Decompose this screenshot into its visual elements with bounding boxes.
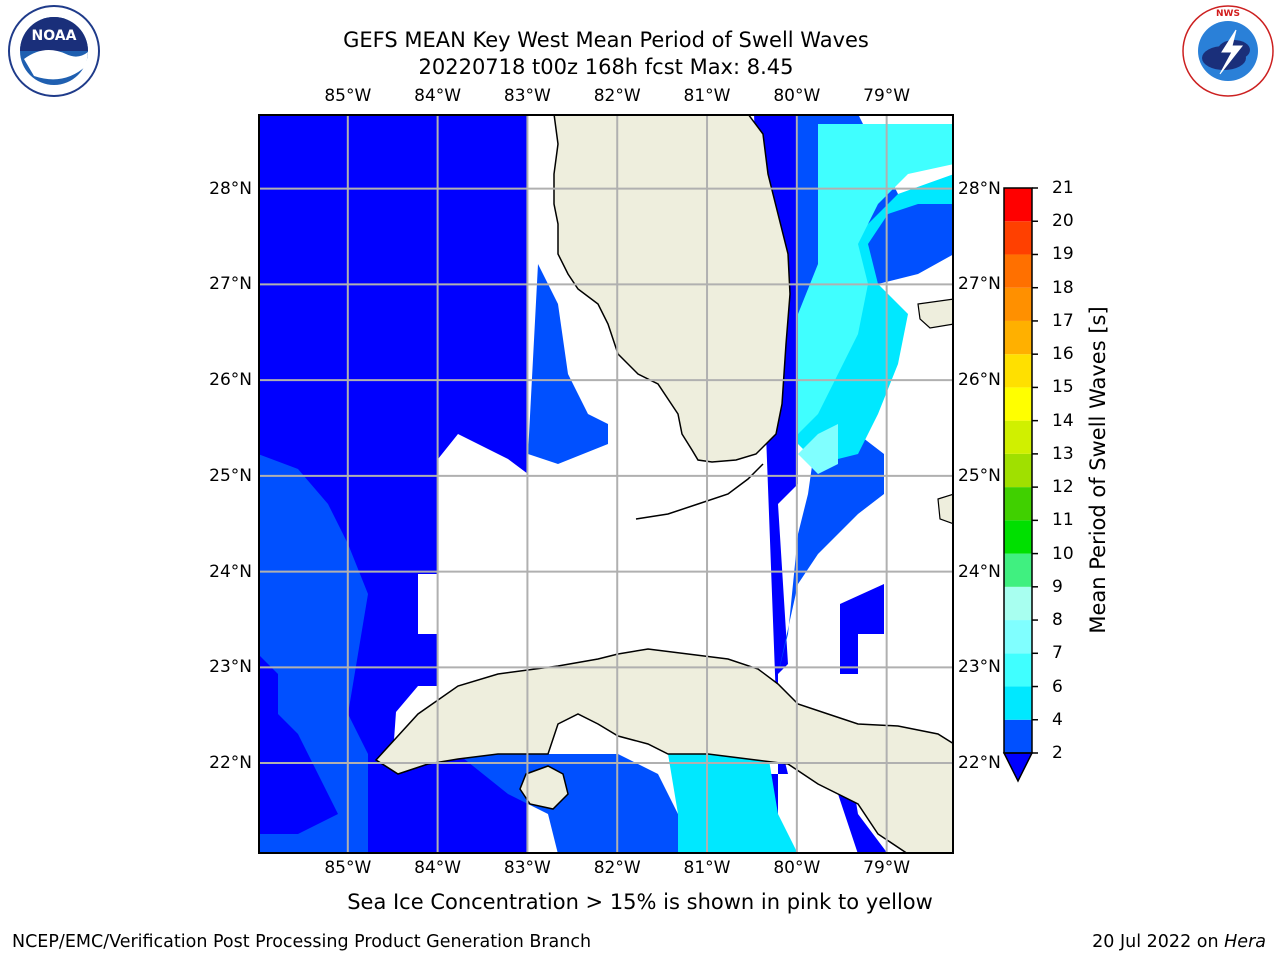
lon-tick-top: 83°W xyxy=(503,86,551,106)
colorbar-segment xyxy=(1004,420,1032,454)
colorbar-segment xyxy=(1004,453,1032,488)
lon-tick-bottom: 80°W xyxy=(773,858,821,878)
footer-date: 20 Jul 2022 on Hera xyxy=(1092,932,1266,952)
colorbar-tick-label: 20 xyxy=(1052,211,1074,232)
map-panel xyxy=(258,114,954,854)
sea-ice-note: Sea Ice Concentration > 15% is shown in … xyxy=(347,890,933,914)
lon-tick-bottom: 79°W xyxy=(863,858,911,878)
land xyxy=(374,114,954,854)
colorbar-tick-label: 2 xyxy=(1052,743,1063,763)
lat-tick-left: 27°N xyxy=(209,274,252,295)
lat-tick-left: 24°N xyxy=(209,561,252,582)
lat-tick-left: 26°N xyxy=(209,370,252,391)
colorbar-tick-label: 6 xyxy=(1052,676,1063,697)
colorbar-segment xyxy=(1004,354,1032,388)
lat-tick-right: 26°N xyxy=(958,370,1001,391)
colorbar-segment xyxy=(1004,287,1032,321)
colorbar-segment xyxy=(1004,254,1032,288)
cuba-landmass xyxy=(374,648,954,854)
colorbar-tick-label: 9 xyxy=(1052,576,1063,597)
colorbar-tick-label: 12 xyxy=(1052,477,1074,498)
lat-tick-right: 24°N xyxy=(958,561,1001,582)
lon-tick-bottom: 81°W xyxy=(683,858,731,878)
lat-tick-left: 28°N xyxy=(209,178,252,199)
colorbar-segment xyxy=(1004,719,1032,753)
colorbar-tick-label: 8 xyxy=(1052,610,1063,631)
colorbar-tick-label: 13 xyxy=(1052,443,1074,464)
colorbar-tick-label: 7 xyxy=(1052,643,1063,664)
lat-tick-right: 27°N xyxy=(958,274,1001,295)
svg-text:NWS: NWS xyxy=(1216,9,1240,19)
colorbar-tick-label: 18 xyxy=(1052,277,1074,298)
lat-tick-left: 25°N xyxy=(209,465,252,486)
colorbar-segment xyxy=(1004,320,1032,355)
colorbar-tick-label: 15 xyxy=(1052,377,1074,398)
noaa-logo: NOAA xyxy=(8,5,100,97)
lat-tick-left: 23°N xyxy=(209,657,252,678)
lon-tick-top: 82°W xyxy=(593,86,641,106)
colorbar-segment xyxy=(1004,620,1032,654)
footer-host: Hera xyxy=(1224,932,1266,952)
florida-landmass xyxy=(553,114,791,463)
lon-tick-top: 85°W xyxy=(324,86,372,106)
lat-tick-right: 22°N xyxy=(958,753,1001,774)
colorbar-tick-label: 11 xyxy=(1052,510,1074,531)
colorbar-segment xyxy=(1004,586,1032,621)
colorbar-tick-label: 19 xyxy=(1052,244,1074,265)
chart-title: GEFS MEAN Key West Mean Period of Swell … xyxy=(343,28,869,52)
lat-tick-left: 22°N xyxy=(209,753,252,774)
colorbar-segment xyxy=(1004,653,1032,687)
colorbar-tick-label: 16 xyxy=(1052,344,1074,365)
noaa-logo-text: NOAA xyxy=(32,28,77,44)
lon-tick-bottom: 83°W xyxy=(503,858,551,878)
bahamas-south xyxy=(937,493,954,525)
lon-tick-top: 79°W xyxy=(863,86,911,106)
lon-tick-top: 80°W xyxy=(773,86,821,106)
colorbar-segment xyxy=(1004,221,1032,255)
colorbar xyxy=(1002,187,1038,783)
colorbar-segment xyxy=(1004,686,1032,720)
colorbar-tick-label: 4 xyxy=(1052,709,1063,730)
lon-tick-top: 81°W xyxy=(683,86,731,106)
bahamas-andros xyxy=(917,298,954,329)
colorbar-segment xyxy=(1004,188,1032,222)
colorbar-segment xyxy=(1004,487,1032,521)
isla-juventud xyxy=(519,765,569,810)
chart-subtitle: 20220718 t00z 168h fcst Max: 8.45 xyxy=(418,55,794,79)
colorbar-segment xyxy=(1004,387,1032,421)
nws-logo: NWS xyxy=(1182,5,1274,97)
colorbar-label: Mean Period of Swell Waves [s] xyxy=(1086,306,1110,634)
colorbar-tick-label: 14 xyxy=(1052,410,1074,431)
colorbar-tick-label: 21 xyxy=(1052,178,1074,198)
lon-tick-bottom: 84°W xyxy=(414,858,462,878)
footer-date-text: 20 Jul 2022 on xyxy=(1092,932,1219,952)
lat-tick-right: 23°N xyxy=(958,657,1001,678)
lon-tick-top: 84°W xyxy=(414,86,462,106)
colorbar-tick-label: 17 xyxy=(1052,310,1074,331)
colorbar-tick-label: 10 xyxy=(1052,543,1074,564)
lat-tick-right: 25°N xyxy=(958,465,1001,486)
colorbar-segment xyxy=(1004,553,1032,587)
map-border xyxy=(258,114,954,854)
footer-credit: NCEP/EMC/Verification Post Processing Pr… xyxy=(12,932,592,952)
lat-tick-right: 28°N xyxy=(958,178,1001,199)
gridlines xyxy=(258,114,954,854)
colorbar-segment xyxy=(1004,520,1032,554)
lon-tick-bottom: 82°W xyxy=(593,858,641,878)
colorbar-extend xyxy=(1002,752,1034,783)
lon-tick-bottom: 85°W xyxy=(324,858,372,878)
